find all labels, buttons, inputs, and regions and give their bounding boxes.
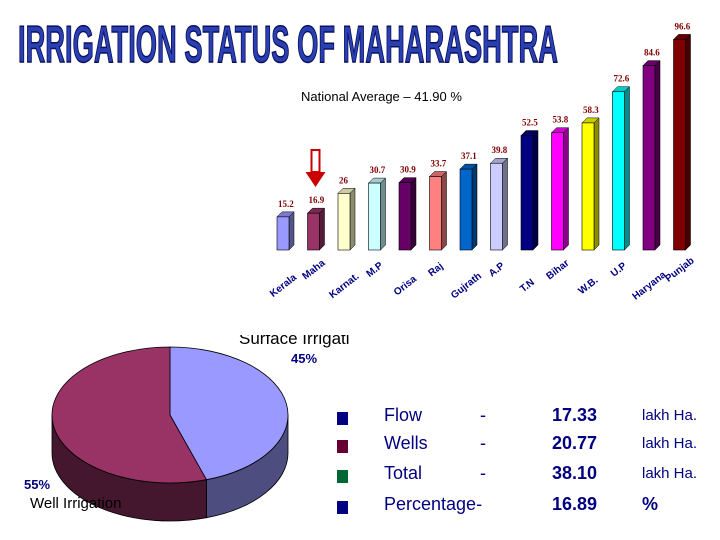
pie-slice-well bbox=[51, 346, 208, 484]
category-label: Kerala bbox=[268, 272, 299, 300]
bar-bihar bbox=[551, 132, 564, 251]
bar-side bbox=[654, 59, 661, 251]
stats-unit: lakh Ha. bbox=[642, 407, 698, 424]
stats-row-flow: Flow - 17.33 lakh Ha. bbox=[330, 405, 710, 433]
bar-side bbox=[593, 117, 600, 251]
bar-value-label: 33.7 bbox=[431, 159, 447, 169]
bar-side bbox=[441, 170, 447, 251]
bar-value-label: 30.9 bbox=[400, 165, 416, 175]
bar-side bbox=[502, 157, 508, 251]
category-label: T.N bbox=[518, 277, 537, 295]
national-average-annotation: National Average – 41.90 % bbox=[301, 89, 462, 104]
bar-value-label: 52.5 bbox=[522, 118, 538, 128]
pie-group bbox=[51, 346, 289, 522]
bar-side bbox=[349, 187, 356, 251]
bar-maha bbox=[307, 212, 320, 251]
bar-tn bbox=[520, 135, 534, 251]
bar-value-label: 26 bbox=[339, 175, 349, 185]
bar-value-label: 15.2 bbox=[278, 199, 294, 209]
bar-side bbox=[319, 207, 325, 251]
stats-unit: % bbox=[642, 494, 659, 514]
pie-label-well: 55% bbox=[24, 477, 50, 492]
pie-slice-surface bbox=[169, 346, 289, 481]
bar-value-label: 30.7 bbox=[370, 165, 386, 175]
bar-side bbox=[685, 33, 691, 251]
pie-chart: Surface Irrigation 45% 55% Well Irrigati… bbox=[24, 335, 350, 522]
bar-value-label: 58.3 bbox=[583, 105, 599, 115]
stats-label: Total bbox=[384, 463, 423, 483]
bullet-icon bbox=[337, 440, 348, 453]
category-label: Orisa bbox=[392, 274, 419, 299]
category-label: M.P bbox=[365, 260, 386, 280]
stats-dash: - bbox=[480, 405, 486, 425]
category-label: Haryana bbox=[631, 269, 669, 302]
stats-value: 20.77 bbox=[552, 433, 598, 453]
page-title: IRRIGATION STATUS OF MAHARASHTRA bbox=[18, 16, 558, 70]
bar-side bbox=[471, 163, 478, 251]
bar-haryana bbox=[642, 65, 656, 251]
bar-kerala bbox=[276, 216, 290, 251]
bar-value-label: 39.8 bbox=[492, 145, 508, 155]
category-label: Bihar bbox=[545, 258, 572, 282]
category-label: Raj bbox=[426, 261, 445, 279]
stats-label: Wells bbox=[384, 433, 428, 453]
pie-caption-well: Well Irrigation bbox=[30, 495, 121, 512]
stats-unit: lakh Ha. bbox=[642, 465, 698, 482]
category-label: A.P bbox=[487, 260, 507, 279]
bar-side bbox=[532, 129, 539, 251]
pie-caption-surface: Surface Irrigation bbox=[239, 335, 350, 348]
category-label: U.P bbox=[609, 260, 629, 279]
bar-wb bbox=[581, 122, 595, 251]
bar-punjab bbox=[673, 39, 686, 251]
bar-value-label: 37.1 bbox=[461, 151, 477, 161]
bar-side bbox=[563, 127, 569, 251]
bar-chart: National Average – 41.90 % 15.2 Kerala 16.… bbox=[268, 21, 696, 302]
bar-ap bbox=[490, 162, 503, 251]
bar-value-label: 84.6 bbox=[644, 48, 660, 58]
stats-value: 38.10 bbox=[552, 463, 598, 483]
bar-side bbox=[380, 177, 386, 251]
pie-label-surface: 45% bbox=[291, 351, 317, 366]
category-label: Karnat. bbox=[328, 271, 362, 301]
stats-label: Flow bbox=[384, 405, 423, 425]
bars-group: 15.2 Kerala 16.9 Maha 26 Karnat. 30.7 M.P 30.9 Or… bbox=[268, 21, 696, 302]
stats-dash: - bbox=[480, 463, 486, 483]
stats-row-percentage: Percentage- 16.89 % bbox=[330, 494, 710, 522]
bar-up bbox=[612, 91, 625, 251]
bar-gujrath bbox=[459, 168, 473, 251]
bar-side bbox=[288, 211, 295, 251]
bullet-icon bbox=[337, 470, 348, 483]
category-label: W.B. bbox=[577, 275, 601, 297]
page-title-svg: IRRIGATION STATUS OF MAHARASHTRA bbox=[18, 15, 559, 70]
bar-mp bbox=[368, 182, 381, 251]
category-label: Maha bbox=[301, 258, 328, 283]
stats-row-total: Total - 38.10 lakh Ha. bbox=[330, 463, 710, 491]
stats-dash: - bbox=[480, 433, 486, 453]
bar-value-label: 53.8 bbox=[553, 115, 569, 125]
arrow-head bbox=[305, 172, 326, 187]
bar-value-label: 72.6 bbox=[614, 74, 630, 84]
category-label: Gujrath bbox=[449, 271, 484, 302]
bar-value-label: 96.6 bbox=[675, 21, 691, 31]
stats-unit: lakh Ha. bbox=[642, 435, 698, 452]
stats-value: 16.89 bbox=[552, 494, 598, 514]
bar-side bbox=[624, 86, 630, 251]
stats-label: Percentage- bbox=[384, 494, 483, 514]
bullet-icon bbox=[337, 501, 348, 514]
bar-karnat bbox=[337, 193, 351, 251]
arrow-shaft bbox=[310, 149, 321, 173]
bar-value-label: 16.9 bbox=[309, 195, 325, 205]
highlight-arrow bbox=[305, 149, 326, 187]
stats-value: 17.33 bbox=[552, 405, 598, 425]
bullet-icon bbox=[337, 412, 348, 425]
category-label: Punjab bbox=[663, 255, 696, 284]
bar-orisa bbox=[398, 182, 412, 251]
bar-raj bbox=[429, 176, 442, 251]
bar-side bbox=[410, 177, 417, 251]
stats-row-wells: Wells - 20.77 lakh Ha. bbox=[330, 433, 710, 461]
